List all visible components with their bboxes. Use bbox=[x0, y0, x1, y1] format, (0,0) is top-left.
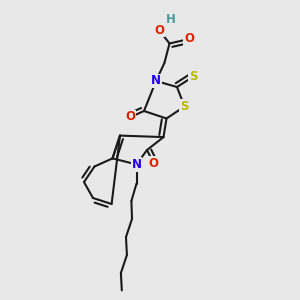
Text: S: S bbox=[180, 100, 189, 113]
Text: O: O bbox=[154, 23, 164, 37]
Text: N: N bbox=[131, 158, 142, 171]
Text: N: N bbox=[151, 74, 161, 88]
Text: O: O bbox=[184, 32, 194, 46]
Text: O: O bbox=[148, 157, 159, 170]
Text: O: O bbox=[125, 110, 136, 124]
Text: H: H bbox=[166, 13, 176, 26]
Text: S: S bbox=[189, 70, 198, 83]
